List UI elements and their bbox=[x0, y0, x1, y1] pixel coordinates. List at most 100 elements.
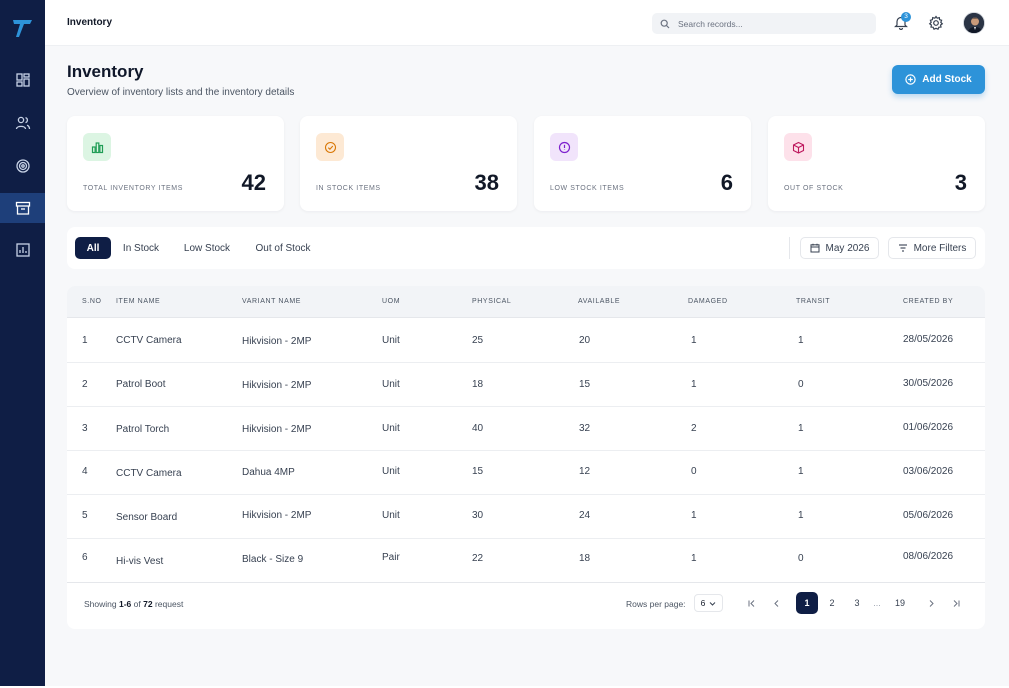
showing-total: 72 bbox=[143, 599, 153, 609]
page-2-button[interactable]: 2 bbox=[829, 598, 835, 608]
prev-page-button[interactable] bbox=[765, 592, 787, 614]
add-stock-button[interactable]: Add Stock bbox=[892, 65, 985, 94]
table-row[interactable]: 5 Sensor Board Hikvision - 2MP Unit 30 2… bbox=[67, 495, 985, 539]
first-page-button[interactable] bbox=[740, 592, 762, 614]
users-icon bbox=[15, 116, 30, 130]
cell-uom: Unit bbox=[382, 379, 400, 390]
sidebar bbox=[0, 0, 45, 686]
rows-per-page-select[interactable]: 6 bbox=[694, 594, 723, 612]
stat-card-in-stock: IN STOCK ITEMS 38 bbox=[300, 116, 517, 211]
cell-item-name: Hi-vis Vest bbox=[116, 556, 164, 567]
logo-icon bbox=[13, 20, 32, 37]
alert-circle-icon bbox=[558, 141, 570, 153]
check-circle-icon bbox=[324, 141, 336, 153]
next-page-button[interactable] bbox=[920, 592, 942, 614]
sidebar-item-reports[interactable] bbox=[0, 235, 45, 265]
showing-summary: Showing 1-6 of 72 request bbox=[84, 599, 183, 609]
col-uom: UOM bbox=[382, 298, 401, 305]
showing-range: 1-6 bbox=[118, 599, 132, 609]
last-page-button[interactable] bbox=[945, 592, 967, 614]
cell-transit: 1 bbox=[798, 423, 804, 434]
col-available: AVAILABLE bbox=[578, 298, 621, 305]
cell-uom: Unit bbox=[382, 466, 400, 477]
cell-damaged: 1 bbox=[691, 335, 697, 346]
page-3-button[interactable]: 3 bbox=[854, 598, 860, 608]
inventory-table: S.NO ITEM NAME VARIANT NAME UOM PHYSICAL… bbox=[67, 286, 985, 629]
stat-icon-box bbox=[550, 133, 578, 161]
cell-uom: Unit bbox=[382, 423, 400, 434]
stat-value: 38 bbox=[474, 170, 499, 195]
cell-physical: 18 bbox=[472, 379, 484, 390]
tab-low-stock[interactable]: Low Stock bbox=[183, 242, 231, 254]
avatar[interactable] bbox=[963, 12, 985, 34]
cell-physical: 30 bbox=[472, 510, 484, 521]
table-row[interactable]: 2 Patrol Boot Hikvision - 2MP Unit 18 15… bbox=[67, 363, 985, 407]
cell-item-name: CCTV Camera bbox=[116, 335, 182, 346]
cell-created-by: 28/05/2026 bbox=[903, 334, 954, 345]
sidebar-item-dashboard[interactable] bbox=[0, 65, 45, 95]
dashboard-icon bbox=[15, 73, 30, 87]
showing-prefix: Showing bbox=[84, 599, 117, 609]
table-row[interactable]: 3 Patrol Torch Hikvision - 2MP Unit 40 3… bbox=[67, 407, 985, 451]
chevron-down-icon bbox=[710, 601, 716, 606]
gear-icon[interactable] bbox=[928, 15, 944, 31]
rows-per-page-value: 6 bbox=[700, 598, 706, 608]
add-stock-label: Add Stock bbox=[922, 74, 972, 85]
cell-transit: 1 bbox=[798, 466, 804, 477]
date-filter[interactable]: May 2026 bbox=[800, 237, 879, 259]
cell-physical: 15 bbox=[472, 466, 484, 477]
rows-per-page-label: Rows per page: bbox=[626, 599, 686, 609]
search-box[interactable] bbox=[652, 13, 876, 34]
search-icon bbox=[660, 19, 670, 28]
cell-physical: 40 bbox=[472, 423, 484, 434]
sidebar-item-target[interactable] bbox=[0, 151, 45, 181]
stat-label: TOTAL INVENTORY ITEMS bbox=[83, 185, 183, 192]
filter-icon bbox=[898, 244, 907, 252]
stat-card-total: TOTAL INVENTORY ITEMS 42 bbox=[67, 116, 284, 211]
cell-sno: 6 bbox=[82, 552, 88, 563]
cell-sno: 5 bbox=[82, 510, 88, 521]
bar-chart-icon bbox=[91, 141, 103, 153]
page-1-button[interactable]: 1 bbox=[796, 592, 818, 614]
table-footer: Showing 1-6 of 72 request Rows per page:… bbox=[67, 580, 985, 629]
main-area: Inventory 3 Inventory Overview of invent… bbox=[45, 0, 1009, 686]
cell-uom: Unit bbox=[382, 510, 400, 521]
cell-variant: Hikvision - 2MP bbox=[242, 424, 312, 435]
cell-item-name: Patrol Torch bbox=[116, 424, 170, 435]
cell-physical: 22 bbox=[472, 553, 484, 564]
date-filter-label: May 2026 bbox=[825, 242, 870, 254]
cell-sno: 1 bbox=[82, 335, 88, 346]
table-row[interactable]: 1 CCTV Camera Hikvision - 2MP Unit 25 20… bbox=[67, 319, 985, 363]
cell-variant: Dahua 4MP bbox=[242, 467, 295, 478]
cell-damaged: 2 bbox=[691, 423, 697, 434]
cell-transit: 1 bbox=[798, 510, 804, 521]
report-chart-icon bbox=[15, 243, 30, 257]
tab-all[interactable]: All bbox=[75, 237, 111, 259]
cell-available: 18 bbox=[579, 553, 591, 564]
stat-label: IN STOCK ITEMS bbox=[316, 185, 381, 192]
notifications-button[interactable]: 3 bbox=[894, 12, 911, 31]
stat-icon-box bbox=[316, 133, 344, 161]
tab-in-stock[interactable]: In Stock bbox=[122, 242, 160, 254]
sidebar-item-inventory[interactable] bbox=[0, 193, 45, 223]
cell-sno: 3 bbox=[82, 423, 88, 434]
showing-suffix: request bbox=[154, 599, 184, 609]
cell-transit: 0 bbox=[798, 553, 804, 564]
target-icon bbox=[15, 159, 30, 173]
cell-uom: Pair bbox=[382, 552, 400, 563]
table-row[interactable]: 6 Hi-vis Vest Black - Size 9 Pair 22 18 … bbox=[67, 539, 985, 583]
more-filters-button[interactable]: More Filters bbox=[888, 237, 976, 259]
search-input[interactable] bbox=[678, 18, 868, 29]
stat-value: 3 bbox=[954, 170, 967, 195]
page-19-button[interactable]: 19 bbox=[894, 598, 905, 608]
table-row[interactable]: 4 CCTV Camera Dahua 4MP Unit 15 12 0 1 0… bbox=[67, 451, 985, 495]
stat-card-low-stock: LOW STOCK ITEMS 6 bbox=[534, 116, 751, 211]
chevrons-right-icon bbox=[953, 599, 959, 607]
sidebar-item-users[interactable] bbox=[0, 108, 45, 138]
chevrons-left-icon bbox=[748, 599, 754, 607]
tab-out-of-stock[interactable]: Out of Stock bbox=[255, 242, 311, 254]
page-subtitle: Overview of inventory lists and the inve… bbox=[67, 87, 295, 98]
topbar: Inventory 3 bbox=[45, 0, 1009, 46]
cell-created-by: 08/06/2026 bbox=[903, 551, 954, 562]
table-header: S.NO ITEM NAME VARIANT NAME UOM PHYSICAL… bbox=[67, 286, 985, 318]
